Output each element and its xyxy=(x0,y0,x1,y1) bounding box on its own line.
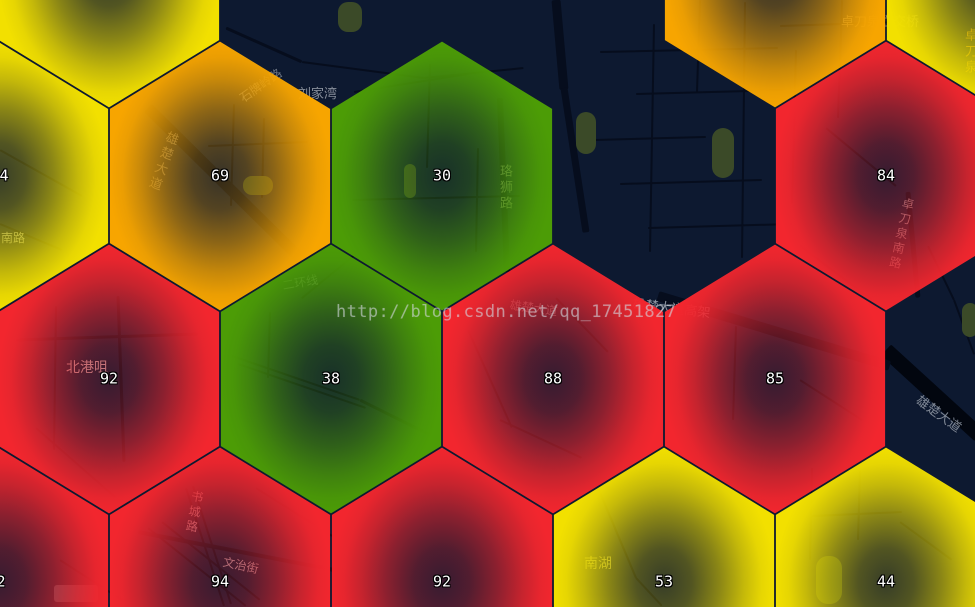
park-area xyxy=(962,303,975,337)
park-area xyxy=(338,2,362,32)
hexbin-value: 4 xyxy=(0,166,9,185)
hexbin-value: 94 xyxy=(210,572,230,591)
hexbin-value: 53 xyxy=(654,572,674,591)
watermark-text: http://blog.csdn.net/qq_17451827 xyxy=(336,302,677,322)
hexbin-value: 88 xyxy=(543,369,563,388)
park-area xyxy=(712,128,734,178)
hexbin-value: 84 xyxy=(876,166,896,185)
hexbin-value: 92 xyxy=(99,369,119,388)
hexbin-value: 69 xyxy=(210,166,230,185)
hexbin-value: 85 xyxy=(765,369,785,388)
hexbin-value: 38 xyxy=(321,369,341,388)
hexbin-value: 2 xyxy=(0,572,6,591)
hexbin-value: 30 xyxy=(432,166,452,185)
hexbin-value: 44 xyxy=(876,572,896,591)
park-area xyxy=(576,112,596,154)
hexbin-value: 92 xyxy=(432,572,452,591)
